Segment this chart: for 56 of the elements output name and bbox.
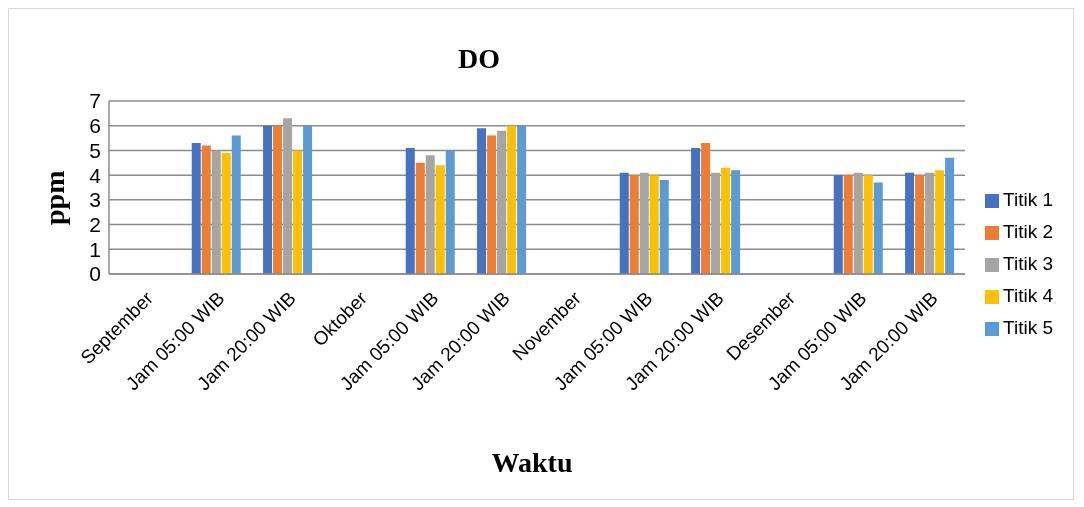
y-tick-label: 5 (89, 138, 101, 162)
bar (945, 157, 955, 274)
bar (629, 175, 639, 274)
legend-label: Titik 3 (1003, 253, 1053, 274)
bar (925, 172, 935, 274)
bar (721, 167, 731, 274)
y-tick-label: 3 (89, 188, 101, 212)
bar (487, 135, 497, 274)
legend-label: Titik 5 (1003, 317, 1053, 338)
bar (905, 172, 915, 274)
bar (659, 180, 669, 274)
bar (273, 125, 283, 274)
bar (477, 128, 487, 274)
bar (853, 172, 863, 274)
bar (711, 172, 721, 274)
bar (863, 175, 873, 274)
bar (221, 152, 231, 274)
bar (283, 118, 293, 274)
y-tick-label: 0 (89, 262, 101, 286)
y-tick-label: 6 (89, 114, 101, 138)
bar (507, 125, 517, 274)
legend-label: Titik 2 (1003, 221, 1053, 242)
bar (517, 125, 527, 274)
bar (691, 147, 701, 274)
x-axis-title: Waktu (491, 447, 573, 478)
bar (639, 172, 649, 274)
y-tick-label: 1 (89, 237, 101, 261)
y-tick-label: 7 (89, 89, 101, 113)
y-tick-label: 2 (89, 213, 101, 237)
bar (201, 145, 211, 274)
y-tick-label: 4 (89, 163, 102, 187)
legend-label: Titik 4 (1003, 285, 1053, 306)
bar (231, 135, 241, 274)
bar (935, 170, 945, 274)
bar (915, 175, 925, 274)
bar (263, 125, 273, 274)
bar (497, 130, 507, 274)
bar (873, 182, 883, 274)
bar (425, 155, 435, 274)
legend-label: Titik 1 (1003, 189, 1053, 210)
bar (445, 150, 455, 274)
bar (435, 165, 445, 274)
bar (415, 162, 425, 274)
bar (303, 125, 313, 274)
bar (649, 175, 659, 274)
bar (701, 143, 711, 274)
chart-title: DO (457, 43, 501, 75)
bar (293, 150, 303, 274)
y-axis-title: ppm (39, 170, 71, 225)
bar (731, 170, 741, 274)
bar (191, 143, 201, 274)
bar (843, 175, 853, 274)
bar (211, 150, 221, 274)
bar (405, 147, 415, 274)
bar (619, 172, 629, 274)
bar (833, 175, 843, 274)
